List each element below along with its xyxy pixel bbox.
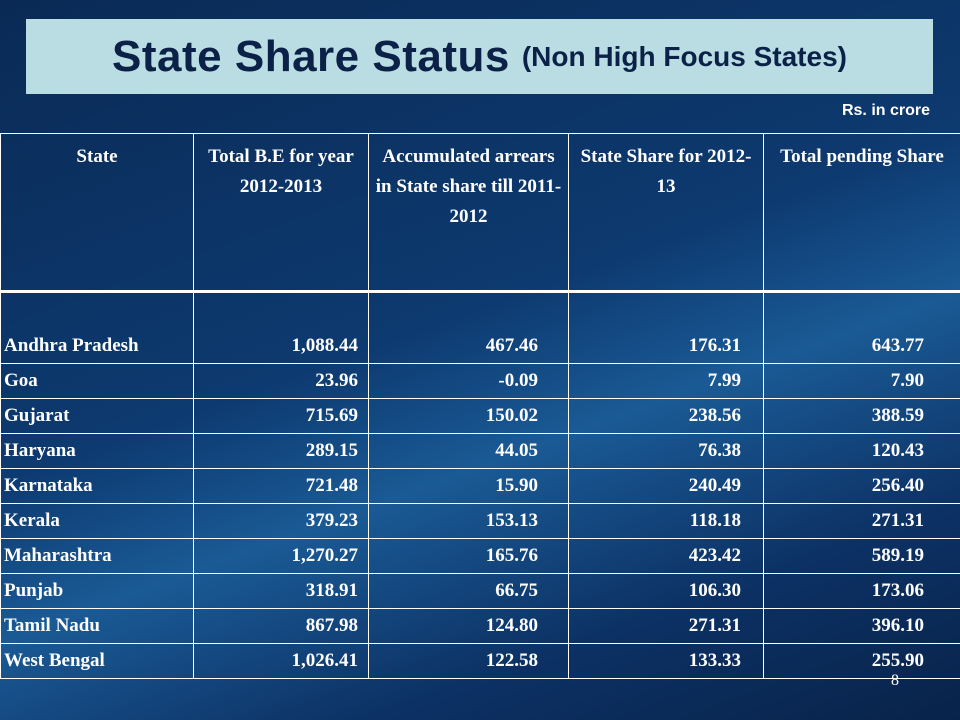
- header-accumulated-arrears: Accumulated arrears in State share till …: [368, 133, 569, 292]
- cell-state-share: 133.33: [568, 643, 764, 679]
- cell-total-be: 721.48: [193, 468, 369, 504]
- table-row: Maharashtra 1,270.27 165.76 423.42 589.1…: [0, 538, 960, 574]
- cell-state-share: 240.49: [568, 468, 764, 504]
- cell-arrears: 165.76: [368, 538, 569, 574]
- state-share-table: State Total B.E for year 2012-2013 Accum…: [0, 133, 960, 679]
- cell-state-share: 271.31: [568, 608, 764, 644]
- cell-state-share: 118.18: [568, 503, 764, 539]
- header-state-share: State Share for 2012-13: [568, 133, 764, 292]
- cell-pending: 396.10: [763, 608, 960, 644]
- table-row: Tamil Nadu 867.98 124.80 271.31 396.10: [0, 608, 960, 644]
- table-row: Goa 23.96 -0.09 7.99 7.90: [0, 363, 960, 399]
- cell-total-be: 867.98: [193, 608, 369, 644]
- cell-arrears: 153.13: [368, 503, 569, 539]
- table-row: Kerala 379.23 153.13 118.18 271.31: [0, 503, 960, 539]
- table-row: Haryana 289.15 44.05 76.38 120.43: [0, 433, 960, 469]
- cell-pending: 255.90: [763, 643, 960, 679]
- cell-pending: 120.43: [763, 433, 960, 469]
- cell-state: Andhra Pradesh: [0, 291, 194, 364]
- cell-total-be: 1,026.41: [193, 643, 369, 679]
- table-row: Andhra Pradesh 1,088.44 467.46 176.31 64…: [0, 291, 960, 364]
- cell-pending: 643.77: [763, 291, 960, 364]
- cell-arrears: 124.80: [368, 608, 569, 644]
- cell-arrears: 66.75: [368, 573, 569, 609]
- cell-arrears: 44.05: [368, 433, 569, 469]
- cell-state-share: 106.30: [568, 573, 764, 609]
- cell-arrears: 467.46: [368, 291, 569, 364]
- cell-pending: 589.19: [763, 538, 960, 574]
- cell-total-be: 715.69: [193, 398, 369, 434]
- cell-state: Tamil Nadu: [0, 608, 194, 644]
- cell-total-be: 1,088.44: [193, 291, 369, 364]
- page-number: 8: [891, 672, 899, 689]
- cell-arrears: 150.02: [368, 398, 569, 434]
- header-total-be: Total B.E for year 2012-2013: [193, 133, 369, 292]
- cell-pending: 256.40: [763, 468, 960, 504]
- cell-state-share: 76.38: [568, 433, 764, 469]
- cell-total-be: 1,270.27: [193, 538, 369, 574]
- cell-arrears: 15.90: [368, 468, 569, 504]
- cell-state: Gujarat: [0, 398, 194, 434]
- title-banner: State Share Status (Non High Focus State…: [26, 19, 933, 94]
- cell-pending: 388.59: [763, 398, 960, 434]
- table-header-row: State Total B.E for year 2012-2013 Accum…: [0, 133, 960, 292]
- slide-subtitle: (Non High Focus States): [521, 40, 847, 72]
- table-row: Gujarat 715.69 150.02 238.56 388.59: [0, 398, 960, 434]
- cell-state-share: 7.99: [568, 363, 764, 399]
- header-state: State: [0, 133, 194, 292]
- cell-arrears: 122.58: [368, 643, 569, 679]
- units-label: Rs. in crore: [841, 102, 930, 119]
- cell-state: Kerala: [0, 503, 194, 539]
- cell-state: Goa: [0, 363, 194, 399]
- cell-pending: 7.90: [763, 363, 960, 399]
- cell-total-be: 318.91: [193, 573, 369, 609]
- cell-total-be: 289.15: [193, 433, 369, 469]
- cell-arrears: -0.09: [368, 363, 569, 399]
- cell-pending: 173.06: [763, 573, 960, 609]
- cell-state: Maharashtra: [0, 538, 194, 574]
- table-row: Punjab 318.91 66.75 106.30 173.06: [0, 573, 960, 609]
- cell-total-be: 23.96: [193, 363, 369, 399]
- cell-total-be: 379.23: [193, 503, 369, 539]
- cell-state: Punjab: [0, 573, 194, 609]
- cell-state-share: 238.56: [568, 398, 764, 434]
- cell-state-share: 423.42: [568, 538, 764, 574]
- header-total-pending: Total pending Share: [763, 133, 960, 292]
- cell-state: West Bengal: [0, 643, 194, 679]
- cell-state-share: 176.31: [568, 291, 764, 364]
- cell-pending: 271.31: [763, 503, 960, 539]
- slide-title: State Share Status: [112, 31, 510, 81]
- table-row: West Bengal 1,026.41 122.58 133.33 255.9…: [0, 643, 960, 679]
- table-row: Karnataka 721.48 15.90 240.49 256.40: [0, 468, 960, 504]
- cell-state: Haryana: [0, 433, 194, 469]
- cell-state: Karnataka: [0, 468, 194, 504]
